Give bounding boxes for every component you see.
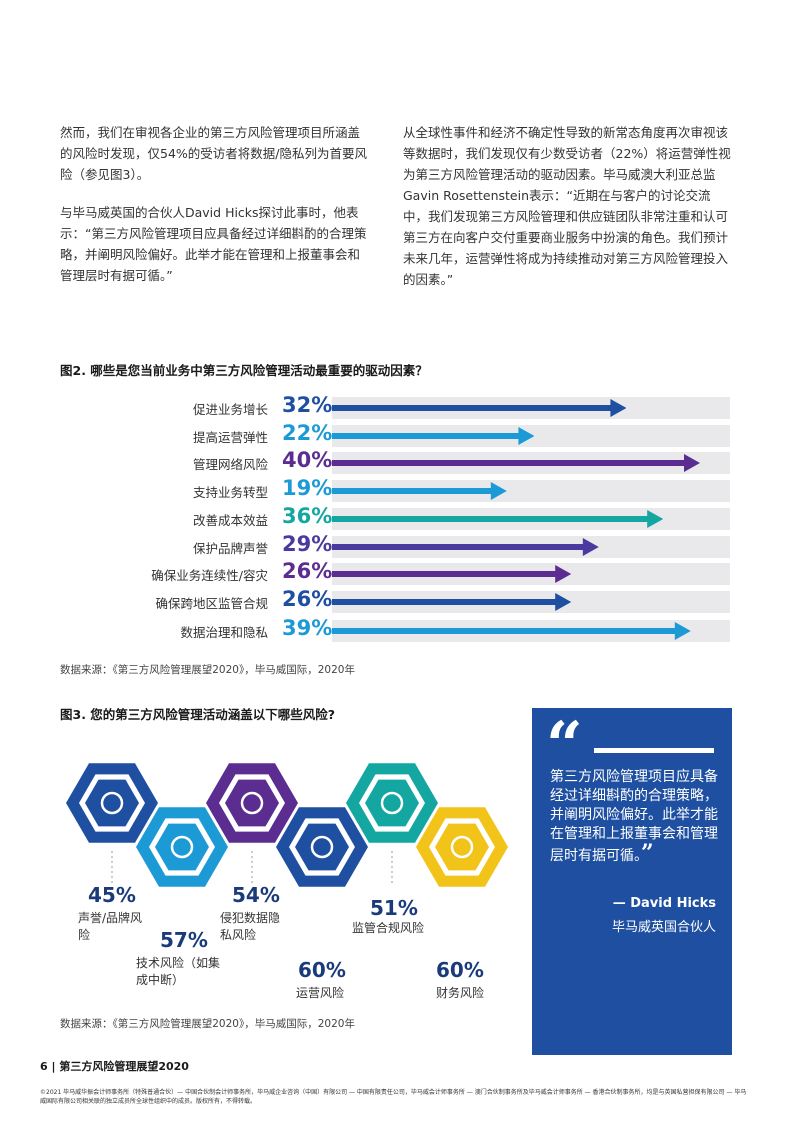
quote-author: — David Hicks [612, 896, 716, 911]
clipboard-icon [346, 763, 438, 843]
bar-arrow [332, 593, 572, 611]
bar-value-label: 22% [282, 421, 333, 445]
risk-label-line: 侵犯数据隐 [220, 911, 281, 925]
bar-category-label: 提高运营弹性 [192, 430, 268, 445]
bar-category-label: 改善成本效益 [192, 513, 268, 528]
bar-arrow [332, 510, 664, 528]
risk-label-line: 技术风险（如集 [136, 956, 221, 970]
bar-arrow [332, 427, 535, 445]
bar-track [332, 480, 730, 502]
lock-icon [206, 763, 298, 843]
quote-callout: “ 第三方风险管理项目应具备经过详细斟酌的合理策略，并阐明风险偏好。此举才能在管… [532, 708, 732, 1055]
people-star-icon [66, 763, 158, 843]
risk-label: 声誉/品牌风险 [78, 910, 142, 944]
risk-percentage: 45% [88, 883, 136, 907]
risk-label-line: 财务风险 [436, 986, 485, 1000]
bar-value-label: 29% [282, 532, 333, 556]
risk-percentage: 51% [370, 896, 418, 920]
bar-arrow [332, 538, 599, 556]
right-column: 从全球性事件和经济不确定性导致的新常态角度再次审视该等数据时，我们发现仅有少数受… [403, 122, 733, 307]
risk-label-line: 运营风险 [296, 986, 345, 1000]
risk-label: 财务风险 [436, 985, 484, 1002]
risk-percentage: 60% [298, 958, 346, 982]
risk-label: 运营风险 [296, 985, 344, 1002]
risk-percentage: 54% [232, 883, 280, 907]
bar-value-label: 32% [282, 393, 333, 417]
right-paragraph-1: 从全球性事件和经济不确定性导致的新常态角度再次审视该等数据时，我们发现仅有少数受… [403, 125, 731, 287]
bar-value-label: 40% [282, 448, 333, 472]
bar-value-label: 36% [282, 504, 333, 528]
bar-category-label: 支持业务转型 [192, 485, 268, 500]
copyright-notice: ©2021 毕马威华振会计师事务所（特殊普通合伙）— 中国合伙制会计师事务所，毕… [40, 1089, 747, 1105]
risk-label-line: 成中断） [136, 973, 185, 987]
bar-value-label: 26% [282, 587, 333, 611]
figure2-source: 数据来源：《第三方风险管理展望2020》，毕马威国际，2020年 [60, 664, 355, 676]
bar-value-label: 19% [282, 476, 333, 500]
gears-icon [276, 807, 368, 887]
risk-label: 技术风险（如集 成中断） [136, 955, 220, 989]
risk-label: 监管合规风险 [352, 920, 424, 937]
globe-network-icon [136, 807, 228, 887]
quote-text-block: 第三方风险管理项目应具备经过详细斟酌的合理策略，并阐明风险偏好。此举才能在管理和… [550, 768, 722, 866]
quote-divider [594, 748, 714, 753]
bar-arrow [332, 622, 691, 640]
risk-label-line: 险 [78, 928, 91, 942]
page-footer-title: 6 | 第三方风险管理展望2020 [40, 1060, 189, 1073]
left-paragraph-2: 与毕马威英国的合伙人David Hicks探讨此事时，他表示：“第三方风险管理项… [60, 205, 367, 283]
coins-icon [416, 807, 508, 887]
bar-category-label: 管理网络风险 [192, 457, 268, 472]
figure3-title: 图3. 您的第三方风险管理活动涵盖以下哪些风险? [60, 707, 336, 722]
bar-arrow [332, 399, 627, 417]
bar-arrow [332, 565, 572, 583]
figure3-source: 数据来源：《第三方风险管理展望2020》，毕马威国际，2020年 [60, 1018, 355, 1030]
risk-percentage: 60% [436, 958, 484, 982]
bar-category-label: 确保跨地区监管合规 [155, 596, 268, 611]
bar-category-label: 确保业务连续性/容灾 [151, 568, 268, 583]
bar-value-label: 26% [282, 559, 333, 583]
quote-author-role: 毕马威英国合伙人 [611, 920, 716, 935]
risk-label-line: 声誉/品牌风 [78, 911, 143, 925]
bar-arrow [332, 454, 700, 472]
quote-close-mark: ” [641, 840, 654, 866]
risk-label: 侵犯数据隐 私风险 [220, 910, 280, 944]
bar-value-label: 39% [282, 616, 333, 640]
left-column: 然而，我们在审视各企业的第三方风险管理项目所涵盖的风险时发现，仅54%的受访者将… [60, 122, 370, 303]
bar-category-label: 数据治理和隐私 [180, 625, 268, 640]
left-paragraph-1: 然而，我们在审视各企业的第三方风险管理项目所涵盖的风险时发现，仅54%的受访者将… [60, 125, 367, 182]
bar-category-label: 保护品牌声誉 [192, 541, 268, 556]
quote-text: 第三方风险管理项目应具备经过详细斟酌的合理策略，并阐明风险偏好。此举才能在管理和… [550, 769, 718, 864]
figure2-title: 图2. 哪些是您当前业务中第三方风险管理活动最重要的驱动因素？ [60, 363, 428, 378]
bar-arrow [332, 482, 507, 500]
risk-label-line: 监管合规风险 [352, 921, 425, 935]
risk-percentage: 57% [160, 928, 208, 952]
risk-label-line: 私风险 [220, 928, 257, 942]
bar-category-label: 促进业务增长 [192, 402, 268, 417]
quote-mark-icon: “ [546, 708, 583, 783]
risk-hexagon-graphic [66, 763, 508, 887]
